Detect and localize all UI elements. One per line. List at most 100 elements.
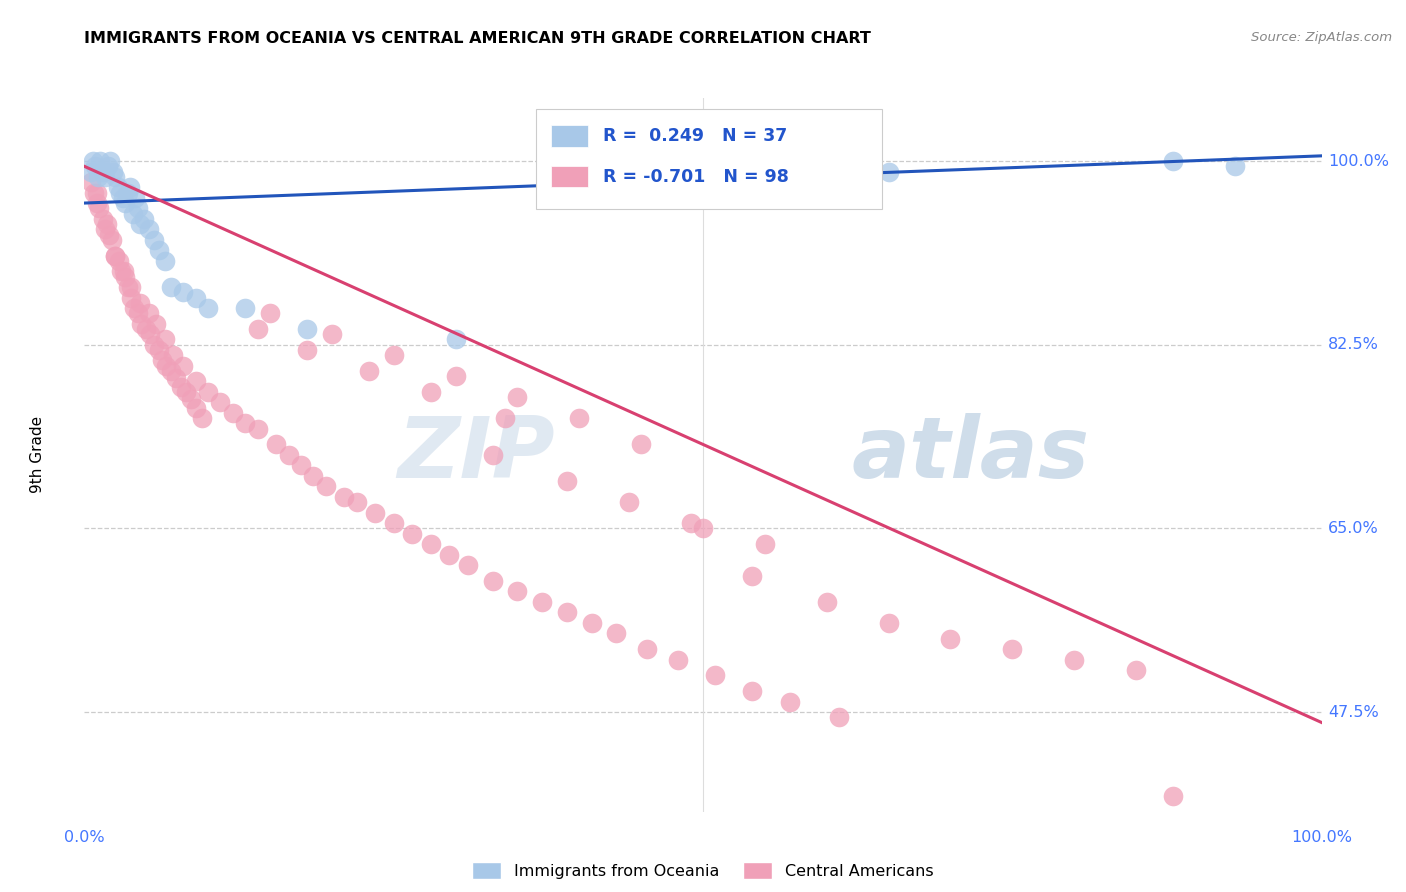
Point [150,353,173,368]
Text: 82.5%: 82.5% [1327,337,1379,352]
Point [94,169,117,184]
Point [779,694,801,708]
Point [91,164,114,178]
Point [104,248,127,262]
Point [135,322,157,336]
Point [209,395,232,409]
Point [506,390,529,404]
Point [828,710,851,724]
Point [97,159,120,173]
Point [679,516,702,530]
Point [145,317,167,331]
Point [382,348,405,362]
FancyBboxPatch shape [551,125,588,146]
Point [110,264,132,278]
Point [114,196,136,211]
Point [246,422,269,436]
Point [754,537,776,551]
Text: 0.0%: 0.0% [65,830,104,845]
Point [117,186,139,200]
Point [132,211,155,226]
Point [170,380,193,394]
Point [129,217,152,231]
Point [180,392,202,407]
Point [148,244,170,258]
Point [153,253,176,268]
Point [666,652,689,666]
Point [295,322,318,336]
Point [112,264,135,278]
Point [259,306,281,320]
Point [184,291,207,305]
Point [939,632,962,646]
Point [419,537,441,551]
Point [444,369,467,384]
Point [184,375,207,389]
Point [98,227,121,242]
Point [120,280,142,294]
Point [581,615,603,630]
Point [617,495,640,509]
Point [444,333,467,347]
Point [184,401,207,415]
Point [302,469,325,483]
Point [506,584,529,599]
Text: 100.0%: 100.0% [1291,830,1353,845]
Text: 9th Grade: 9th Grade [30,417,45,493]
Point [233,301,256,315]
Text: 100.0%: 100.0% [1327,153,1389,169]
Point [568,411,591,425]
Point [877,164,900,178]
Point [419,384,441,399]
Point [153,333,176,347]
Point [82,154,104,169]
Point [148,343,170,357]
Text: ZIP: ZIP [396,413,554,497]
Point [277,448,299,462]
Point [114,269,136,284]
Point [160,364,183,378]
Point [741,568,763,582]
Point [357,364,380,378]
Text: 47.5%: 47.5% [1327,705,1378,720]
Point [815,595,838,609]
Point [104,169,127,184]
Point [86,186,108,200]
Point [1223,159,1246,173]
Text: R =  0.249   N = 37: R = 0.249 N = 37 [603,127,787,145]
Point [83,186,105,200]
Point [87,169,110,184]
Point [79,164,101,178]
FancyBboxPatch shape [536,109,883,209]
Point [1125,663,1147,677]
Point [108,253,131,268]
Point [111,191,134,205]
Point [101,164,124,178]
Point [1001,642,1024,657]
Point [555,474,578,488]
Point [84,159,107,173]
Point [333,490,356,504]
Point [91,211,114,226]
Point [127,306,149,320]
Point [877,615,900,630]
FancyBboxPatch shape [551,166,588,187]
Point [138,222,160,236]
Point [120,180,142,194]
Point [605,626,627,640]
Point [494,411,516,425]
Text: R = -0.701   N = 98: R = -0.701 N = 98 [603,168,789,186]
Point [754,180,776,194]
Point [98,154,121,169]
Point [346,495,368,509]
Point [104,248,127,262]
Point [94,222,117,236]
Point [704,668,727,682]
Point [121,206,143,220]
Point [630,437,652,451]
Point [401,526,423,541]
Point [110,186,132,200]
Point [531,595,554,609]
Point [86,196,108,211]
Point [481,448,503,462]
